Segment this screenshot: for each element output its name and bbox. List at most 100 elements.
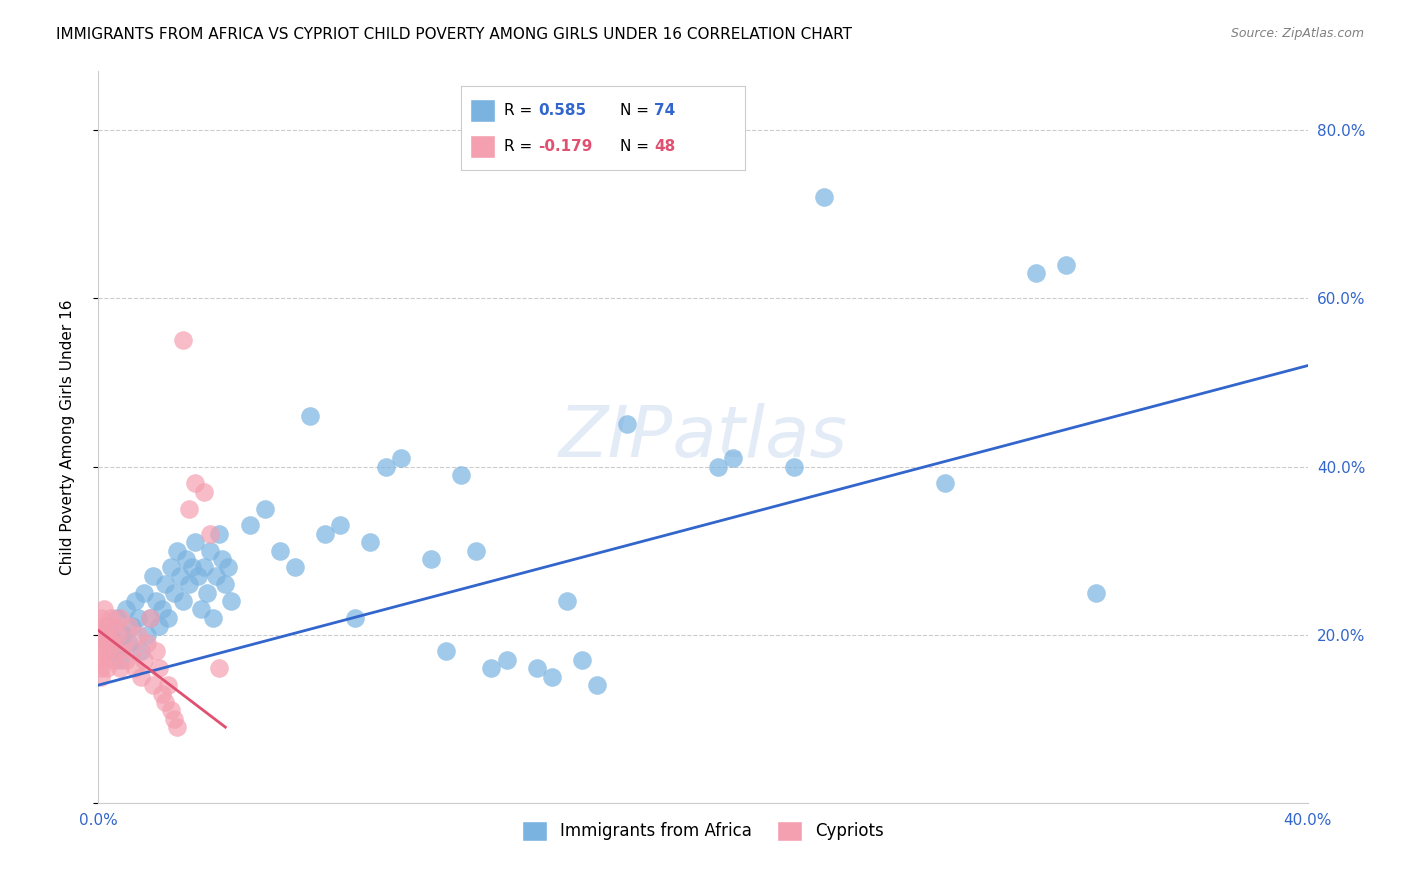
Point — [314, 526, 336, 541]
Point — [100, 627, 122, 641]
Point — [172, 334, 194, 348]
Point — [111, 627, 134, 641]
Point — [450, 467, 472, 482]
Point — [221, 594, 243, 608]
Point — [142, 678, 165, 692]
Point — [586, 678, 609, 692]
Point — [495, 653, 517, 667]
Point — [148, 619, 170, 633]
Point — [96, 644, 118, 658]
Point — [184, 535, 207, 549]
Point — [190, 602, 212, 616]
Point — [87, 619, 110, 633]
Point — [145, 594, 167, 608]
Point — [127, 611, 149, 625]
Point — [118, 619, 141, 633]
Point — [93, 619, 115, 633]
Point — [200, 526, 222, 541]
Point — [571, 653, 593, 667]
Point — [1024, 266, 1046, 280]
Point — [121, 619, 143, 633]
Point — [540, 670, 562, 684]
Point — [208, 526, 231, 541]
Text: Source: ZipAtlas.com: Source: ZipAtlas.com — [1230, 27, 1364, 40]
Point — [135, 627, 157, 641]
Point — [90, 670, 112, 684]
Point — [108, 653, 131, 667]
Point — [142, 569, 165, 583]
Point — [103, 619, 125, 633]
Point — [269, 543, 291, 558]
Point — [150, 686, 173, 700]
Point — [181, 560, 204, 574]
Point — [87, 636, 110, 650]
Point — [124, 594, 146, 608]
Point — [132, 653, 155, 667]
Text: ZIPatlas: ZIPatlas — [558, 402, 848, 472]
Point — [166, 543, 188, 558]
Point — [389, 451, 412, 466]
Point — [187, 569, 209, 583]
Point — [93, 636, 115, 650]
Point — [934, 476, 956, 491]
Point — [100, 636, 122, 650]
Point — [360, 535, 382, 549]
Point — [145, 644, 167, 658]
Point — [93, 636, 115, 650]
Point — [160, 703, 183, 717]
Point — [124, 661, 146, 675]
Point — [329, 518, 352, 533]
Point — [135, 636, 157, 650]
Point — [96, 627, 118, 641]
Point — [616, 417, 638, 432]
Point — [148, 661, 170, 675]
Point — [707, 459, 730, 474]
Text: IMMIGRANTS FROM AFRICA VS CYPRIOT CHILD POVERTY AMONG GIRLS UNDER 16 CORRELATION: IMMIGRANTS FROM AFRICA VS CYPRIOT CHILD … — [56, 27, 852, 42]
Point — [111, 636, 134, 650]
Point — [205, 569, 228, 583]
Point — [118, 636, 141, 650]
Point — [160, 560, 183, 574]
Point — [121, 644, 143, 658]
Point — [114, 653, 136, 667]
Point — [374, 459, 396, 474]
Point — [96, 619, 118, 633]
Point — [87, 653, 110, 667]
Point — [179, 501, 201, 516]
Point — [103, 644, 125, 658]
Point — [108, 611, 131, 625]
Point — [783, 459, 806, 474]
Point — [139, 611, 162, 625]
Point — [813, 190, 835, 204]
Point — [193, 560, 215, 574]
Point — [555, 594, 578, 608]
Point — [526, 661, 548, 675]
Point — [193, 484, 215, 499]
Point — [299, 409, 322, 423]
Point — [153, 577, 176, 591]
Point — [100, 611, 122, 625]
Point — [195, 585, 218, 599]
Point — [163, 585, 186, 599]
Point — [139, 611, 162, 625]
Y-axis label: Child Poverty Among Girls Under 16: Child Poverty Among Girls Under 16 — [60, 300, 75, 574]
Point — [129, 670, 152, 684]
Point — [284, 560, 307, 574]
Point — [105, 627, 128, 641]
Point — [129, 644, 152, 658]
Point — [200, 543, 222, 558]
Point — [96, 661, 118, 675]
Point — [211, 552, 233, 566]
Point — [184, 476, 207, 491]
Point — [90, 611, 112, 625]
Point — [239, 518, 262, 533]
Point — [108, 661, 131, 675]
Point — [214, 577, 236, 591]
Point — [153, 695, 176, 709]
Point — [90, 627, 112, 641]
Point — [420, 552, 443, 566]
Point — [105, 644, 128, 658]
Point — [465, 543, 488, 558]
Point — [344, 611, 367, 625]
Point — [150, 602, 173, 616]
